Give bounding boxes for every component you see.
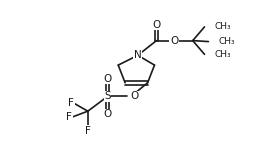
Text: F: F bbox=[66, 112, 72, 122]
Text: O: O bbox=[170, 36, 178, 46]
Text: O: O bbox=[152, 20, 161, 30]
Text: O: O bbox=[103, 109, 112, 119]
Text: CH₃: CH₃ bbox=[218, 37, 235, 46]
Text: S: S bbox=[104, 92, 111, 102]
Text: N: N bbox=[134, 50, 142, 60]
Text: O: O bbox=[103, 74, 112, 84]
Text: F: F bbox=[68, 98, 74, 108]
Text: F: F bbox=[85, 126, 91, 136]
Text: CH₃: CH₃ bbox=[214, 50, 231, 59]
Text: O: O bbox=[131, 92, 139, 102]
Text: CH₃: CH₃ bbox=[214, 22, 231, 31]
